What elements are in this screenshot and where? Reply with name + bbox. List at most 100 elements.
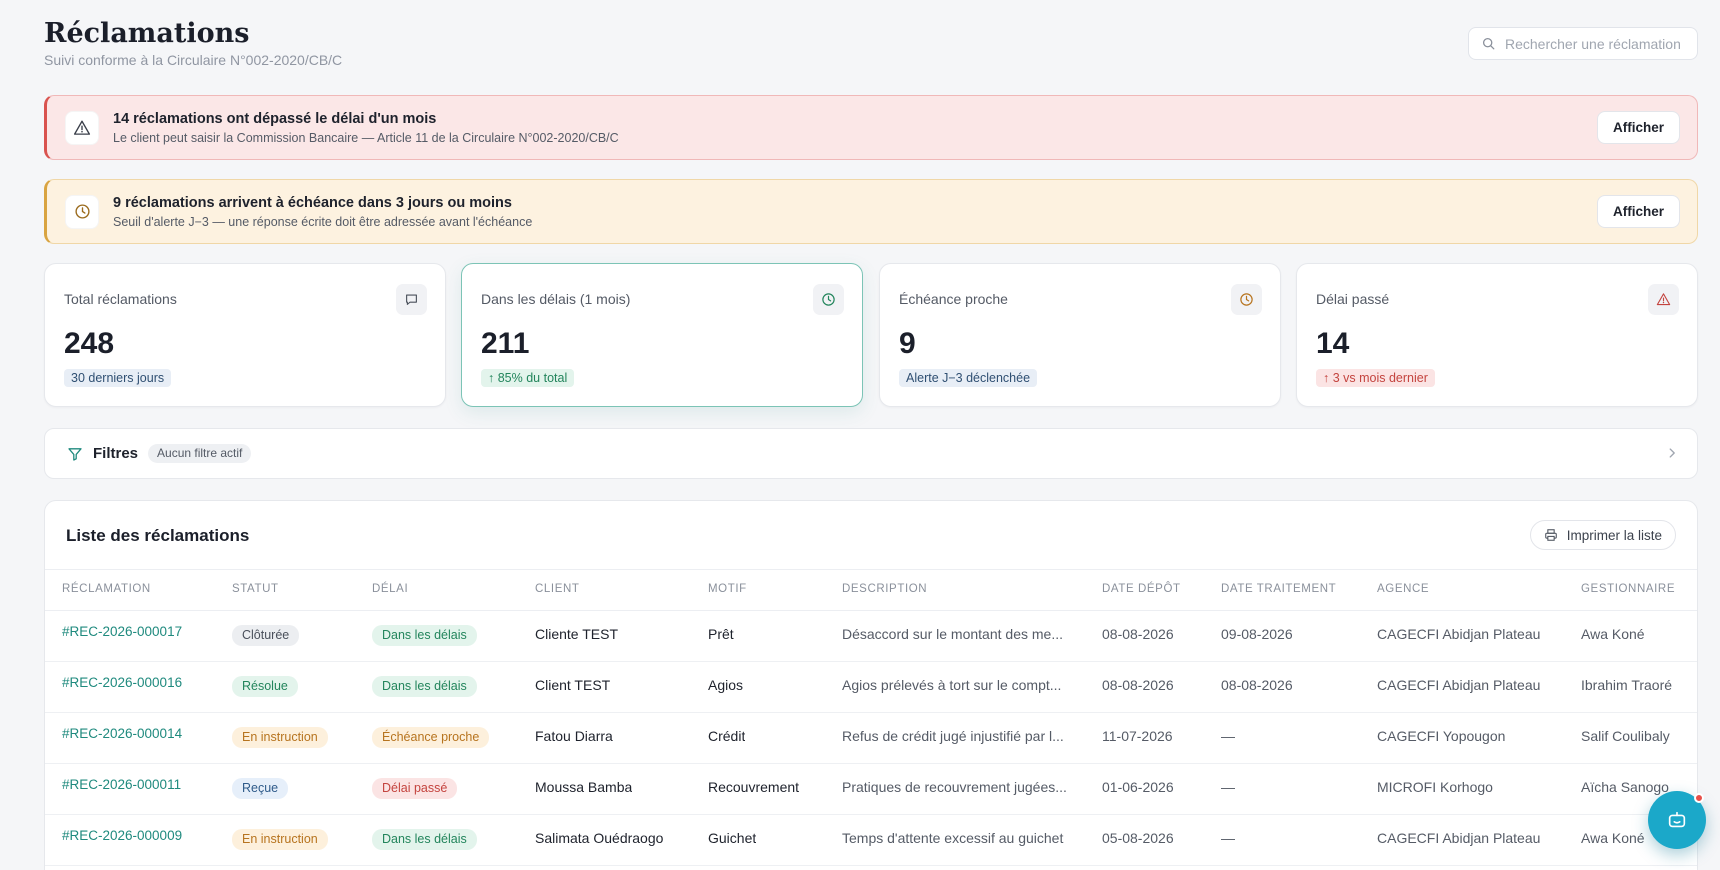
chat-bot-icon [1668,811,1686,828]
stat-label: Délai passé [1316,291,1390,307]
stat-card-on-time[interactable]: Dans les délais (1 mois) 211 ↑ 85% du to… [461,263,863,407]
filing-date: 08-08-2026 [1102,677,1174,693]
alert-title: 14 réclamations ont dépassé le délai d'u… [113,110,437,127]
branch-name: MICROFI Korhogo [1377,779,1493,795]
alert-subtitle: Le client peut saisir la Commission Banc… [113,130,619,145]
processing-date: — [1221,830,1235,846]
print-list-label: Imprimer la liste [1566,527,1662,543]
stat-value: 14 [1316,327,1350,360]
branch-name: CAGECFI Abidjan Plateau [1377,677,1541,693]
warning-triangle-icon [65,110,99,145]
status-badge: En instruction [232,829,328,850]
chat-bot-button[interactable] [1648,791,1706,849]
branch-name: CAGECFI Yopougon [1377,728,1506,744]
column-header[interactable]: Date dépôt [1102,583,1181,595]
page: Réclamations Suivi conforme à la Circula… [44,0,1698,870]
column-header[interactable]: Motif [708,583,747,595]
branch-name: CAGECFI Abidjan Plateau [1377,830,1541,846]
deadline-badge: Délai passé [372,778,458,799]
claims-table-card: Liste des réclamations Imprimer la liste… [44,500,1698,870]
column-header[interactable]: Client [535,583,580,595]
claim-id-link[interactable]: #REC-2026-000011 [62,777,182,792]
search-icon [1482,37,1495,50]
stat-pill: ↑ 85% du total [481,369,575,387]
stat-label: Dans les délais (1 mois) [481,291,631,307]
deadline-badge: Dans les délais [372,676,477,697]
claim-description: Temps d'attente excessif au guichet [842,830,1064,846]
filing-date: 01-06-2026 [1102,779,1174,795]
status-badge: En instruction [232,727,328,748]
processing-date: 09-08-2026 [1221,626,1293,642]
claim-id-link[interactable]: #REC-2026-000009 [62,828,183,843]
alert-text: 14 réclamations ont dépassé le délai d'u… [113,111,619,145]
processing-date: — [1221,728,1235,744]
processing-date: — [1221,779,1235,795]
stat-value: 248 [64,327,115,360]
column-header[interactable]: Délai [372,583,409,595]
filing-date: 05-08-2026 [1102,830,1174,846]
clock-icon [65,194,99,229]
column-header[interactable]: Date traitement [1221,583,1337,595]
stat-value: 9 [899,327,916,360]
stat-pill: 30 derniers jours [64,369,172,387]
chevron-right-icon[interactable] [1665,446,1679,460]
stat-card-due-soon[interactable]: Échéance proche 9 Alerte J−3 déclenchée [879,263,1281,407]
show-overdue-button[interactable]: Afficher [1596,111,1680,144]
status-badge: Reçue [232,778,289,799]
claim-id-link[interactable]: #REC-2026-000017 [62,624,183,639]
client-name: Salimata Ouédraogo [535,830,664,846]
table-row[interactable]: #REC-2026-000016 Résolue Dans les délais… [45,662,1697,713]
search-input[interactable] [1505,35,1695,52]
table-title: Liste des réclamations [66,526,250,545]
stat-pill: ↑ 3 vs mois dernier [1316,369,1435,387]
status-badge: Résolue [232,676,298,697]
filing-date: 11-07-2026 [1102,728,1173,744]
print-list-button[interactable]: Imprimer la liste [1529,520,1676,550]
search-box[interactable] [1468,27,1698,60]
table-row[interactable]: #REC-2026-000009 En instruction Dans les… [45,815,1697,866]
client-name: Cliente TEST [535,626,618,642]
clock-icon [813,284,844,315]
client-name: Moussa Bamba [535,779,633,795]
manager-name: Ibrahim Traoré [1581,677,1673,693]
column-header[interactable]: Statut [232,583,279,595]
table-row[interactable]: #REC-2026-000011 Reçue Délai passé Mouss… [45,764,1697,815]
alert-title: 9 réclamations arrivent à échéance dans … [113,194,512,211]
deadline-badge: Échéance proche [372,727,490,748]
stat-card-overdue[interactable]: Délai passé 14 ↑ 3 vs mois dernier [1296,263,1698,407]
claim-reason: Prêt [708,626,734,642]
column-header[interactable]: Agence [1377,583,1430,595]
clock-icon [1231,284,1262,315]
claim-id-link[interactable]: #REC-2026-000014 [62,726,183,741]
overdue-alert: 14 réclamations ont dépassé le délai d'u… [44,95,1698,160]
manager-name: Awa Koné [1581,830,1645,846]
column-header[interactable]: Description [842,583,928,595]
table-header: Réclamation Statut Délai Client Motif De… [45,569,1697,611]
claim-reason: Crédit [708,728,746,744]
client-name: Client TEST [535,677,611,693]
column-header[interactable]: Gestionnaire [1581,583,1676,595]
claim-id-link[interactable]: #REC-2026-000016 [62,675,183,690]
claim-reason: Guichet [708,830,757,846]
filters-bar[interactable]: Filtres Aucun filtre actif [44,428,1698,479]
manager-name: Awa Koné [1581,626,1645,642]
deadline-badge: Dans les délais [372,829,477,850]
table-row[interactable]: #REC-2026-000014 En instruction Échéance… [45,713,1697,764]
filter-icon [67,446,83,462]
alert-text: 9 réclamations arrivent à échéance dans … [113,195,532,229]
processing-date: 08-08-2026 [1221,677,1293,693]
filing-date: 08-08-2026 [1102,626,1174,642]
stat-card-total[interactable]: Total réclamations 248 30 derniers jours [44,263,446,407]
claim-reason: Recouvrement [708,779,800,795]
table-row[interactable]: #REC-2026-000017 Clôturée Dans les délai… [45,611,1697,662]
filters-label: Filtres [93,445,139,462]
column-header[interactable]: Réclamation [62,583,151,595]
stat-value: 211 [481,327,530,360]
due-soon-alert: 9 réclamations arrivent à échéance dans … [44,179,1698,244]
filters-status-badge: Aucun filtre actif [148,444,252,463]
page-subtitle: Suivi conforme à la Circulaire N°002-202… [44,52,343,68]
stat-pill: Alerte J−3 déclenchée [899,369,1038,387]
status-badge: Clôturée [232,625,300,646]
show-due-soon-button[interactable]: Afficher [1596,195,1680,228]
page-title: Réclamations [44,18,250,49]
